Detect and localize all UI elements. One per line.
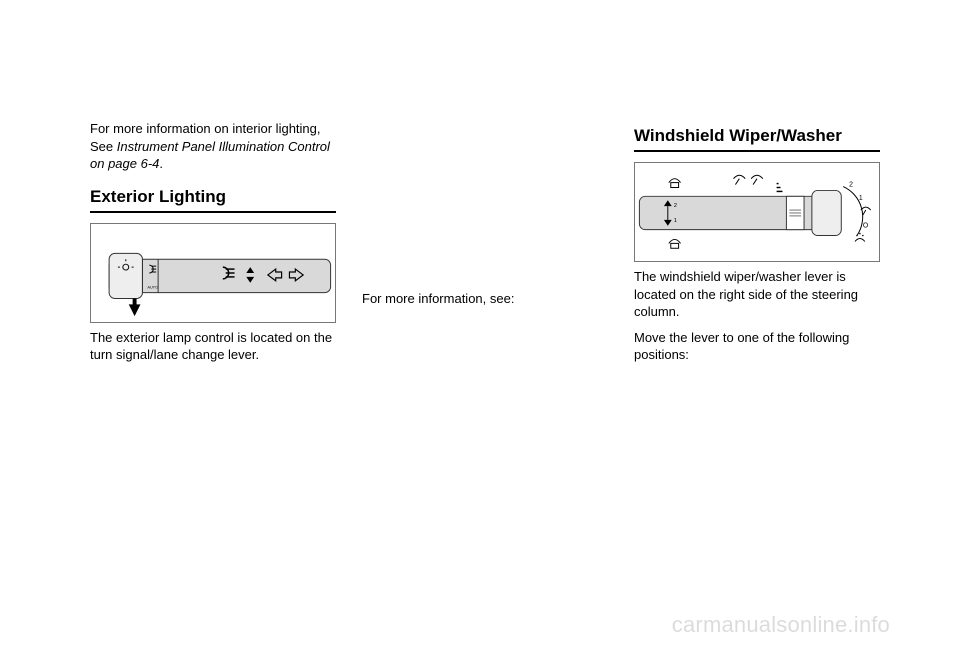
column-1: For more information on interior lightin… <box>90 120 336 632</box>
column-3: Windshield Wiper/Washer <box>634 120 880 632</box>
front-wash-spray <box>669 179 681 183</box>
dial-arc <box>843 187 862 236</box>
wiper-location-caption: The windshield wiper/washer lever is loc… <box>634 268 880 321</box>
front-wash-glass <box>671 183 679 188</box>
spray-dot-3 <box>862 235 864 237</box>
dial-wipe-blade <box>863 210 866 215</box>
wipe-blade-2 <box>753 179 757 185</box>
wipe-blade-1 <box>735 179 739 185</box>
dial-2: 2 <box>849 182 853 189</box>
dial-0: O <box>863 223 868 230</box>
wipe-icon-1 <box>733 175 745 178</box>
speed-1-label: 1 <box>674 218 677 224</box>
wiper-stalk-body <box>639 196 835 229</box>
watermark-text: carmanualsonline.info <box>672 612 890 638</box>
rear-wash-glass <box>671 243 679 248</box>
pointer-arrow-icon <box>129 298 141 316</box>
dial-wash-spray <box>855 238 865 241</box>
spray-dot-1 <box>856 235 858 237</box>
more-info-note: For more information, see: <box>362 290 608 308</box>
intro-paragraph: For more information on interior lightin… <box>90 120 336 173</box>
rear-wash-spray <box>669 239 681 243</box>
exterior-lamp-figure: AUTO <box>90 223 336 323</box>
wiper-washer-heading: Windshield Wiper/Washer <box>634 126 880 152</box>
column-2: For more information, see: <box>362 120 608 632</box>
speed-2-label: 2 <box>674 203 677 209</box>
exterior-lamp-caption: The exterior lamp control is located on … <box>90 329 336 364</box>
wiper-knob <box>812 190 841 235</box>
spray-dot-2 <box>859 233 861 235</box>
wiper-positions-caption: Move the lever to one of the following p… <box>634 329 880 364</box>
intro-reference: Instrument Panel Illumination Control on… <box>90 139 330 172</box>
manual-page: For more information on interior lightin… <box>0 0 960 672</box>
wipe-icon-2 <box>751 175 763 178</box>
wiper-washer-svg: 2 1 2 1 O <box>635 163 879 261</box>
intro-text-b: . <box>159 156 163 171</box>
exterior-lamp-svg: AUTO <box>91 224 335 322</box>
wiper-washer-figure: 2 1 2 1 O <box>634 162 880 262</box>
auto-label: AUTO <box>147 284 158 289</box>
dial-1: 1 <box>859 195 863 202</box>
exterior-lighting-heading: Exterior Lighting <box>90 187 336 213</box>
